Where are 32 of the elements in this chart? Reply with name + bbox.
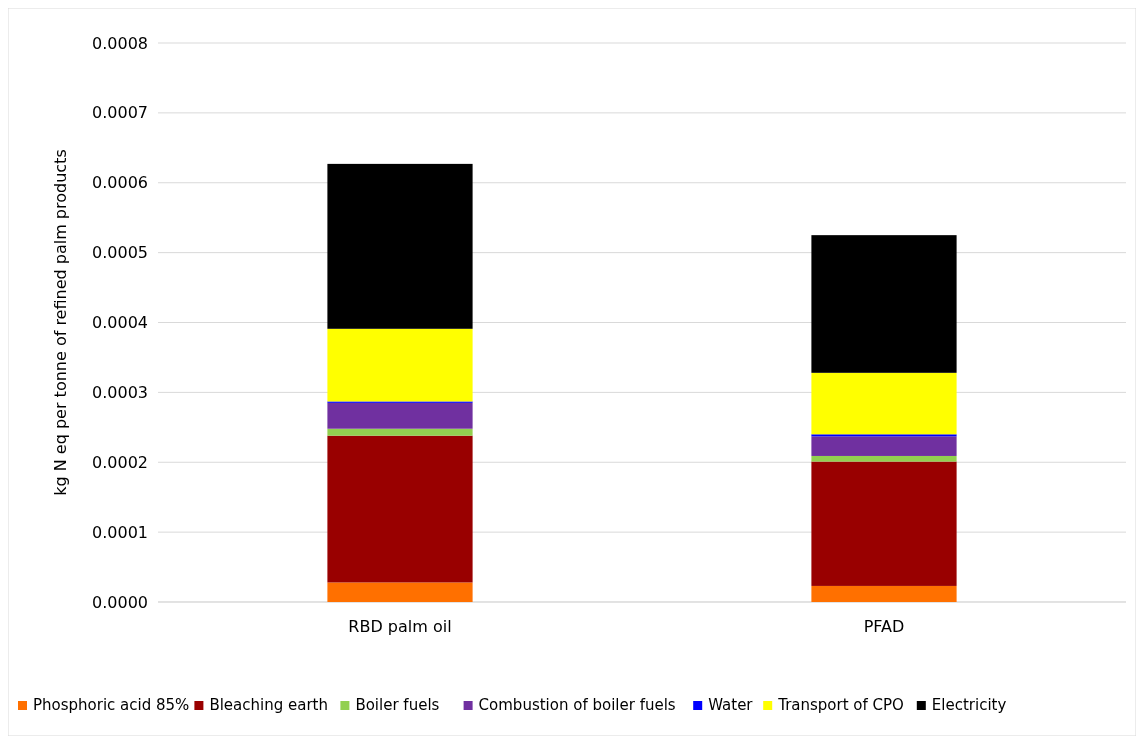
x-tick-label: RBD palm oil [348, 617, 452, 636]
bar [811, 372, 957, 435]
bar [327, 328, 473, 402]
legend-label: Combustion of boiler fuels [478, 696, 676, 714]
y-tick-label: 0.0002 [92, 452, 148, 472]
bar [327, 163, 473, 329]
x-tick-label: PFAD [863, 617, 905, 636]
legend-label: Bleaching earth [209, 696, 328, 714]
legend-label: Transport of CPO [777, 696, 904, 714]
y-tick-label: 0.0005 [92, 243, 148, 263]
y-tick-label: 0.0001 [92, 522, 148, 542]
y-axis-title: kg N eq per tonne of refined palm products [51, 149, 70, 496]
legend-label: Water [708, 696, 754, 714]
bar [811, 461, 957, 586]
bar [811, 436, 957, 456]
y-tick-label: 0.0003 [92, 382, 148, 402]
bar [327, 428, 473, 436]
y-tick-label: 0.0004 [92, 313, 148, 333]
legend-label: Boiler fuels [355, 696, 440, 714]
bar [327, 402, 473, 429]
bar [811, 235, 957, 373]
bar [327, 582, 473, 602]
legend-label: Phosphoric acid 85% [33, 696, 190, 714]
bar [327, 435, 473, 583]
y-tick-label: 0.0006 [92, 173, 148, 193]
y-tick-label: 0.0000 [92, 592, 148, 612]
bar [811, 434, 957, 437]
y-tick-label: 0.0007 [92, 103, 148, 123]
legend-label: Electricity [931, 696, 1007, 714]
y-tick-label: 0.0008 [92, 33, 148, 53]
bar [811, 585, 957, 602]
bar [811, 455, 957, 462]
